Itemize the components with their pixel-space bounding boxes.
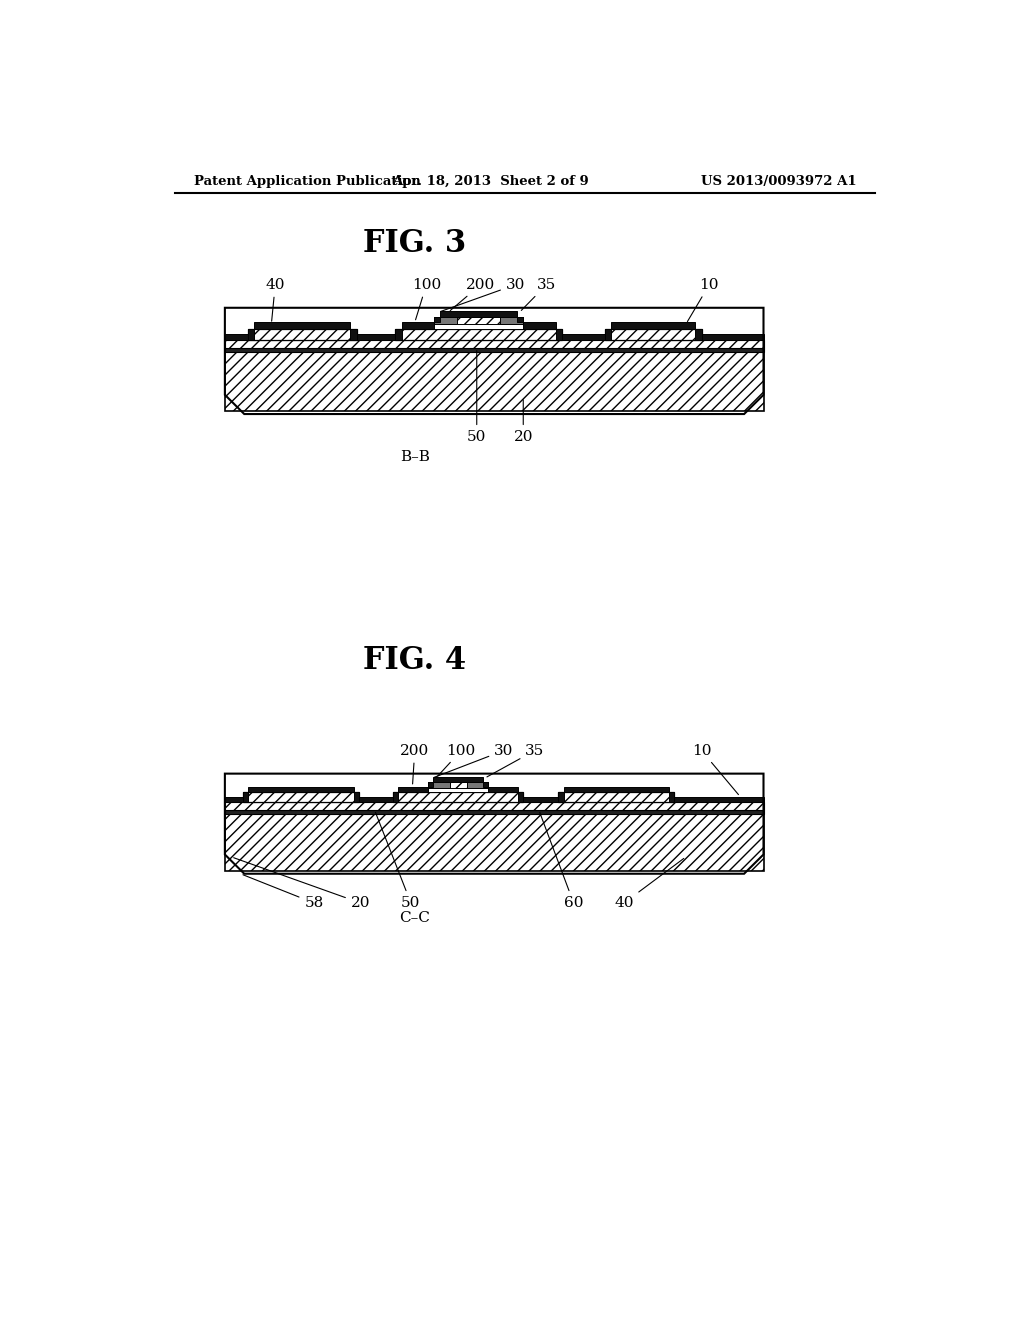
Bar <box>428 781 433 787</box>
Bar <box>225 341 764 348</box>
Text: 10: 10 <box>692 743 738 795</box>
Bar <box>604 329 701 341</box>
Bar <box>434 317 523 323</box>
Text: 40: 40 <box>614 858 684 909</box>
Bar <box>523 322 556 329</box>
Text: 30: 30 <box>440 277 525 312</box>
Bar <box>395 329 401 341</box>
Bar <box>225 797 243 803</box>
Text: 20: 20 <box>513 400 534 444</box>
Text: 35: 35 <box>487 743 545 777</box>
Text: 58: 58 <box>243 875 324 909</box>
Bar <box>350 329 356 341</box>
Bar <box>701 334 764 341</box>
Bar <box>395 329 562 341</box>
Bar <box>675 797 764 803</box>
Bar <box>398 787 428 792</box>
Bar <box>558 792 675 803</box>
Bar <box>611 322 695 329</box>
Bar <box>254 322 350 329</box>
Text: 50: 50 <box>376 812 421 909</box>
Bar <box>404 323 553 329</box>
Bar <box>558 792 563 803</box>
Bar <box>604 329 611 341</box>
Bar <box>562 334 604 341</box>
Bar <box>488 787 518 792</box>
Text: 100: 100 <box>412 277 441 319</box>
Bar <box>248 329 254 341</box>
Text: 50: 50 <box>467 351 486 444</box>
Text: Patent Application Publication: Patent Application Publication <box>194 176 421 187</box>
Bar <box>428 781 450 788</box>
Text: US 2013/0093972 A1: US 2013/0093972 A1 <box>701 176 857 187</box>
Bar <box>393 792 398 803</box>
Bar <box>225 352 764 411</box>
Bar <box>225 810 764 814</box>
Text: Apr. 18, 2013  Sheet 2 of 9: Apr. 18, 2013 Sheet 2 of 9 <box>392 176 589 187</box>
Text: 200: 200 <box>451 277 496 310</box>
Bar <box>248 787 353 792</box>
Text: 60: 60 <box>540 812 584 909</box>
Text: C–C: C–C <box>399 911 430 925</box>
Bar <box>356 334 395 341</box>
Bar <box>243 792 359 803</box>
Bar <box>563 787 669 792</box>
Bar <box>225 348 764 352</box>
Bar <box>523 797 558 803</box>
Bar <box>467 781 488 788</box>
Bar <box>225 803 764 810</box>
Text: 20: 20 <box>233 858 371 909</box>
Bar <box>353 792 359 803</box>
Bar <box>248 329 356 341</box>
Text: 100: 100 <box>437 743 476 776</box>
Bar <box>434 317 440 322</box>
Bar <box>440 312 517 317</box>
Bar <box>433 776 483 781</box>
Bar <box>401 322 434 329</box>
Bar <box>556 329 562 341</box>
Text: 200: 200 <box>400 743 429 784</box>
Text: 40: 40 <box>265 277 285 321</box>
Bar <box>500 317 523 323</box>
Bar <box>243 792 248 803</box>
Text: 10: 10 <box>687 277 719 322</box>
Bar <box>428 781 488 788</box>
Bar <box>483 781 488 787</box>
Bar <box>518 792 523 803</box>
Bar <box>695 329 701 341</box>
Bar <box>434 317 458 323</box>
Text: FIG. 3: FIG. 3 <box>364 227 466 259</box>
Text: B–B: B–B <box>399 450 430 465</box>
Bar <box>669 792 675 803</box>
Bar <box>393 792 523 803</box>
Bar <box>400 788 515 792</box>
Text: FIG. 4: FIG. 4 <box>364 645 466 676</box>
Text: 30: 30 <box>434 743 514 777</box>
Bar <box>359 797 393 803</box>
Bar <box>517 317 523 322</box>
Bar <box>225 814 764 871</box>
Bar <box>225 334 248 341</box>
Text: 35: 35 <box>521 277 556 310</box>
